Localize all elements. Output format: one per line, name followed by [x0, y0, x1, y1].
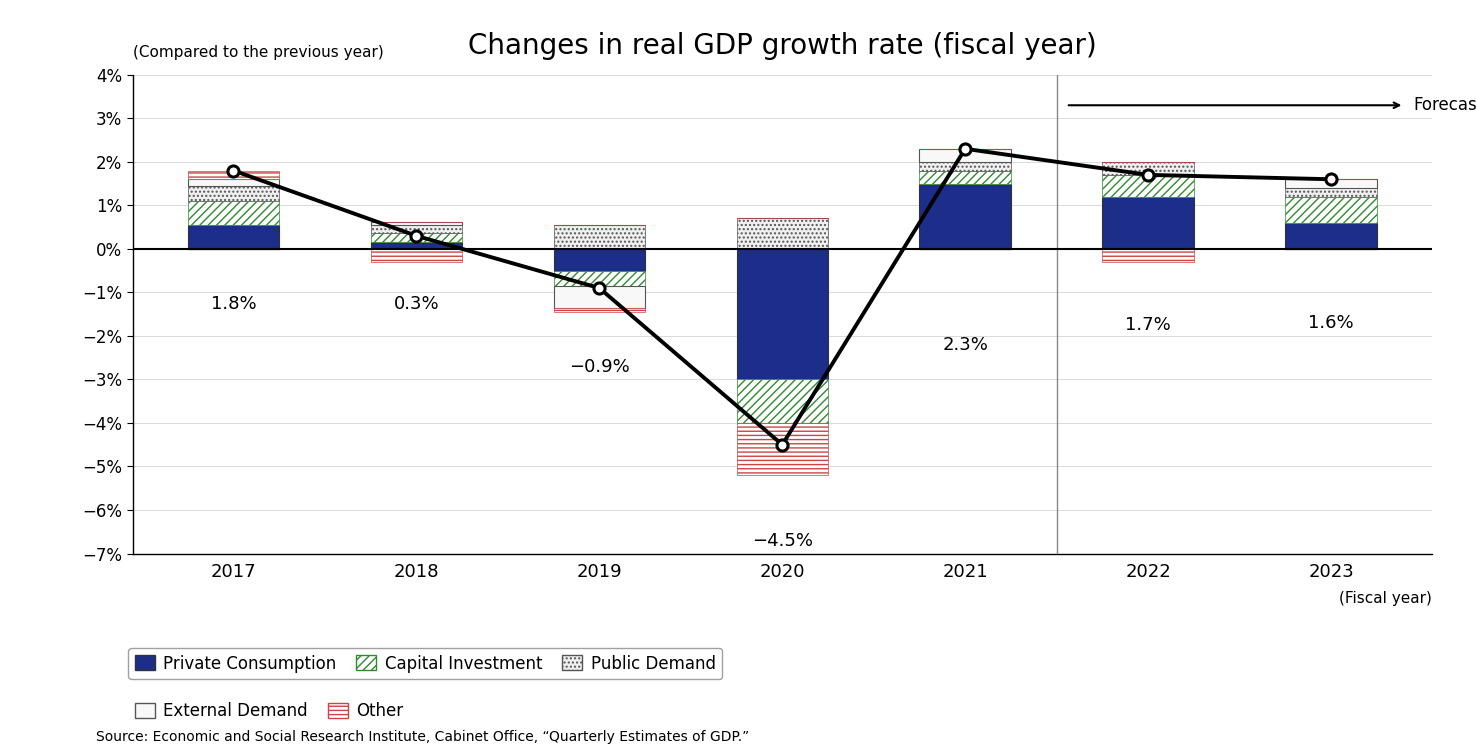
Bar [370, 225, 462, 233]
Bar [187, 186, 279, 201]
Bar [1286, 188, 1377, 197]
Bar [920, 183, 1011, 249]
Bar [554, 271, 645, 286]
Bar [1103, 197, 1194, 249]
Bar [737, 423, 828, 475]
Bar [187, 180, 279, 186]
Bar [370, 242, 462, 249]
Bar [920, 149, 1011, 162]
Text: 1.8%: 1.8% [211, 295, 257, 313]
Text: 2.3%: 2.3% [942, 336, 987, 354]
Bar [554, 307, 645, 312]
Bar [187, 225, 279, 249]
Bar [1103, 162, 1194, 175]
Bar [554, 286, 645, 307]
Text: 1.7%: 1.7% [1125, 316, 1170, 334]
Bar [1286, 223, 1377, 249]
Bar [187, 201, 279, 225]
Bar [920, 162, 1011, 171]
Bar [1103, 175, 1194, 197]
Legend: External Demand, Other: External Demand, Other [128, 696, 410, 727]
Text: Forecast: Forecast [1414, 96, 1476, 114]
Text: 1.6%: 1.6% [1308, 314, 1353, 332]
Bar [554, 249, 645, 271]
Bar [737, 249, 828, 379]
Bar [1286, 197, 1377, 223]
Text: −4.5%: −4.5% [751, 532, 813, 550]
Bar [370, 233, 462, 242]
Bar [920, 171, 1011, 183]
Bar [187, 171, 279, 180]
Bar [554, 225, 645, 249]
Text: −0.9%: −0.9% [568, 358, 630, 375]
Bar [737, 379, 828, 423]
Text: (Fiscal year): (Fiscal year) [1339, 590, 1432, 606]
Text: (Compared to the previous year): (Compared to the previous year) [133, 45, 384, 60]
Title: Changes in real GDP growth rate (fiscal year): Changes in real GDP growth rate (fiscal … [468, 32, 1097, 60]
Bar [737, 218, 828, 249]
Text: Source: Economic and Social Research Institute, Cabinet Office, “Quarterly Estim: Source: Economic and Social Research Ins… [96, 730, 750, 744]
Bar [370, 249, 462, 263]
Bar [1286, 180, 1377, 188]
Bar [370, 222, 462, 225]
Text: 0.3%: 0.3% [394, 295, 440, 313]
Bar [1103, 249, 1194, 262]
